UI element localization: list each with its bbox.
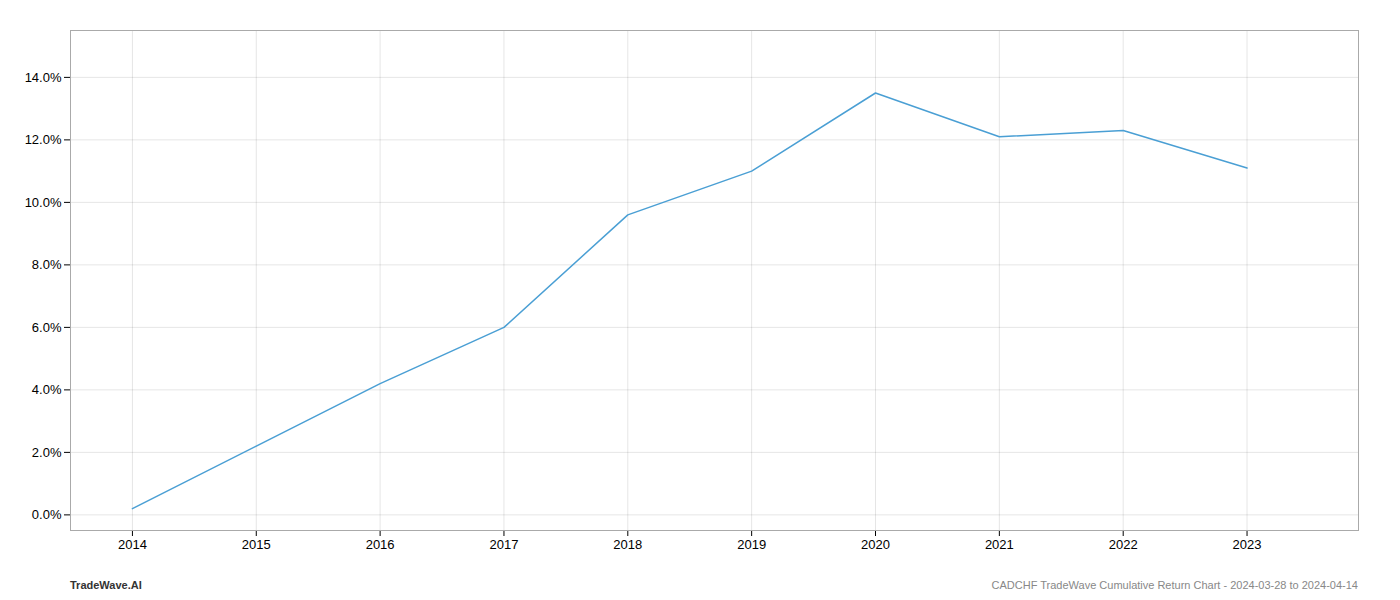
svg-text:2022: 2022: [1109, 537, 1138, 552]
svg-text:2016: 2016: [366, 537, 395, 552]
svg-text:2020: 2020: [861, 537, 890, 552]
svg-text:12.0%: 12.0%: [25, 132, 62, 147]
svg-text:2017: 2017: [490, 537, 519, 552]
svg-text:4.0%: 4.0%: [32, 382, 62, 397]
svg-text:14.0%: 14.0%: [25, 70, 62, 85]
svg-text:2018: 2018: [613, 537, 642, 552]
html-text:CADCHF TradeWave Cumulative Re: CADCHF TradeWave Cumulative Return Chart…: [991, 579, 1358, 591]
svg-text:2021: 2021: [985, 537, 1014, 552]
svg-text:6.0%: 6.0%: [32, 320, 62, 335]
html-text:TradeWave.AI: TradeWave.AI: [70, 579, 142, 591]
svg-text:2023: 2023: [1233, 537, 1262, 552]
svg-text:10.0%: 10.0%: [25, 195, 62, 210]
svg-text:2014: 2014: [118, 537, 147, 552]
svg-text:2015: 2015: [242, 537, 271, 552]
svg-text:2.0%: 2.0%: [32, 445, 62, 460]
svg-text:2019: 2019: [737, 537, 766, 552]
svg-text:0.0%: 0.0%: [32, 507, 62, 522]
svg-text:8.0%: 8.0%: [32, 257, 62, 272]
